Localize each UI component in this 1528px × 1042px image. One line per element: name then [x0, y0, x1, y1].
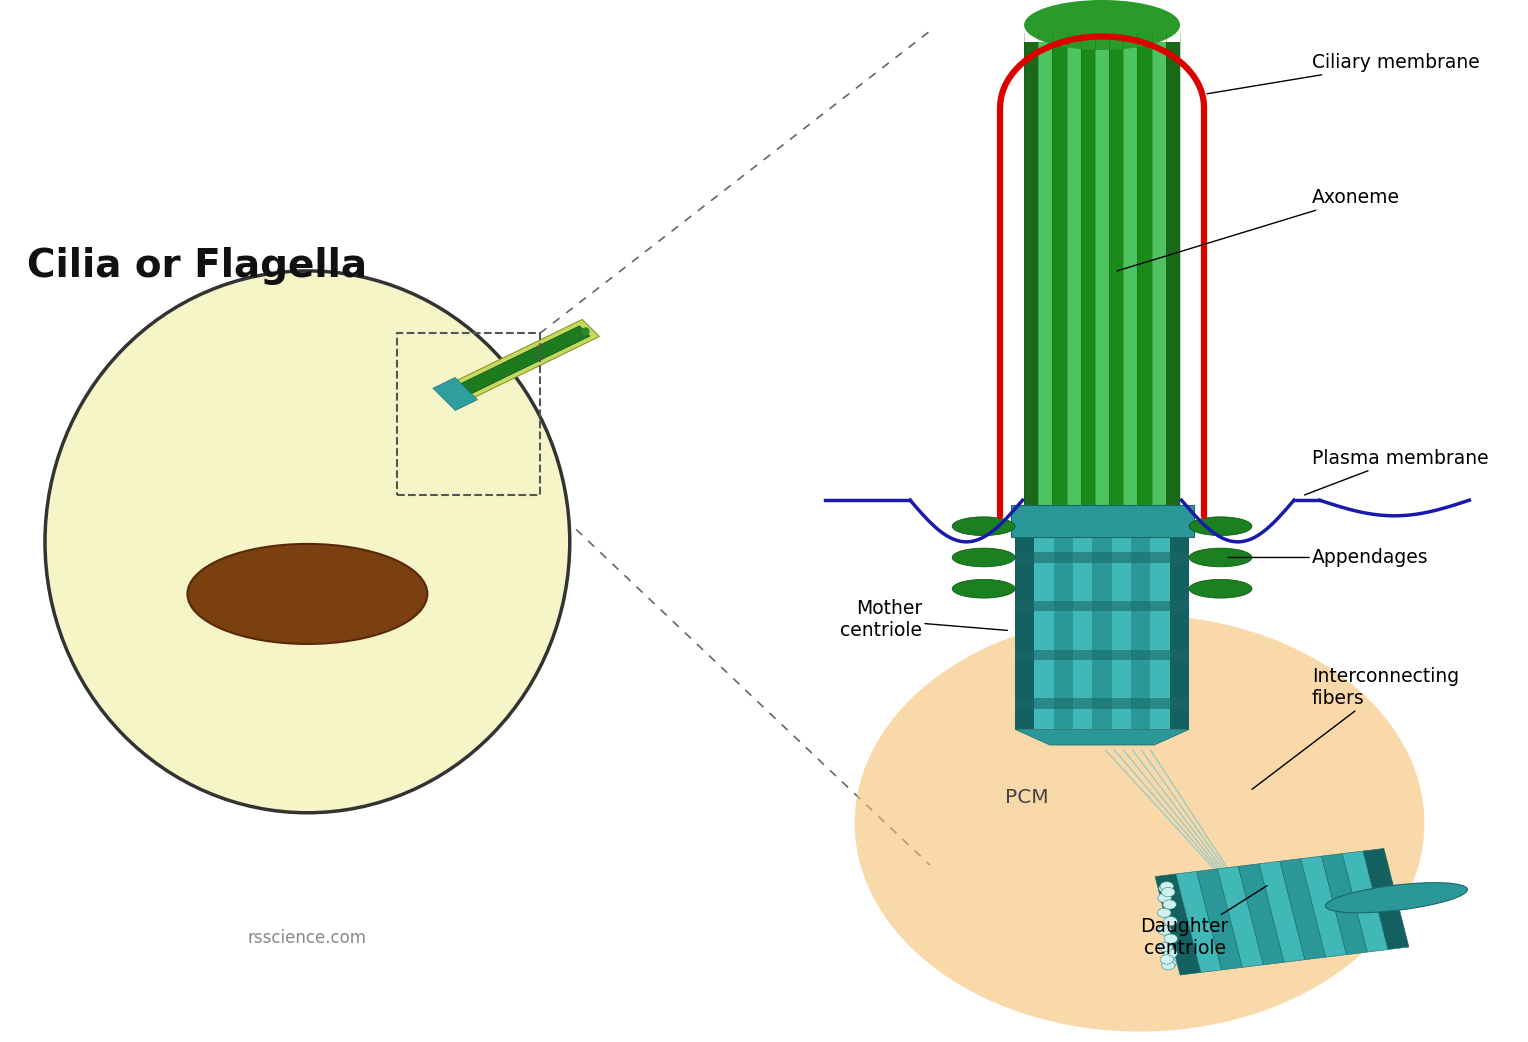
Bar [1109, 42, 1123, 505]
Polygon shape [1218, 866, 1264, 967]
Ellipse shape [1161, 888, 1175, 897]
Bar [1166, 42, 1180, 505]
Text: Axoneme: Axoneme [1117, 189, 1400, 271]
Text: Appendages: Appendages [1229, 548, 1429, 567]
Polygon shape [448, 320, 599, 402]
Polygon shape [1259, 862, 1305, 962]
Bar [1015, 601, 1189, 612]
Ellipse shape [1158, 925, 1172, 935]
Polygon shape [457, 326, 590, 396]
Polygon shape [1300, 857, 1346, 958]
Ellipse shape [1161, 961, 1175, 970]
Text: PCM: PCM [1005, 788, 1048, 807]
Bar [1015, 552, 1189, 563]
Bar [1093, 537, 1112, 729]
Polygon shape [1342, 851, 1387, 952]
Polygon shape [1238, 864, 1284, 965]
Text: Daughter
centriole: Daughter centriole [1140, 886, 1267, 959]
Bar [1151, 537, 1170, 729]
Bar [1038, 42, 1053, 505]
Polygon shape [1196, 869, 1242, 970]
Ellipse shape [1024, 0, 1180, 50]
Bar [1137, 42, 1152, 505]
Ellipse shape [952, 548, 1015, 567]
Text: Cilia or Flagella: Cilia or Flagella [28, 247, 367, 284]
Bar [1170, 537, 1189, 729]
Ellipse shape [1160, 954, 1174, 964]
Bar [1024, 42, 1038, 505]
Bar [1152, 42, 1166, 505]
Ellipse shape [854, 615, 1424, 1032]
Ellipse shape [188, 544, 428, 644]
Text: Interconnecting
fibers: Interconnecting fibers [1251, 667, 1459, 790]
Polygon shape [1322, 853, 1368, 954]
Polygon shape [432, 377, 477, 411]
Ellipse shape [952, 579, 1015, 598]
Polygon shape [1280, 859, 1326, 960]
Ellipse shape [1164, 934, 1178, 943]
Bar [1015, 649, 1189, 660]
Text: Plasma membrane: Plasma membrane [1305, 449, 1488, 495]
Bar [1073, 537, 1093, 729]
Ellipse shape [952, 517, 1015, 536]
Bar [1034, 537, 1054, 729]
Polygon shape [1177, 871, 1222, 972]
Ellipse shape [1158, 909, 1170, 918]
Bar [1112, 537, 1131, 729]
Bar [1096, 42, 1109, 505]
Ellipse shape [1158, 942, 1172, 951]
Ellipse shape [1158, 893, 1172, 902]
Bar [1080, 42, 1096, 505]
Polygon shape [1015, 729, 1189, 745]
Text: Ciliary membrane: Ciliary membrane [1207, 53, 1479, 94]
Bar [1123, 42, 1137, 505]
Bar [397, 333, 539, 495]
Polygon shape [1155, 874, 1201, 975]
Ellipse shape [1189, 548, 1251, 567]
Text: Mother
centriole: Mother centriole [840, 599, 1007, 641]
Ellipse shape [1158, 884, 1172, 893]
Ellipse shape [1163, 900, 1177, 910]
Ellipse shape [1163, 959, 1177, 968]
Bar [1015, 537, 1034, 729]
Ellipse shape [1160, 882, 1174, 891]
Bar [1131, 537, 1151, 729]
Ellipse shape [1189, 517, 1251, 536]
Ellipse shape [1189, 579, 1251, 598]
Ellipse shape [44, 271, 570, 813]
Bar [1015, 698, 1189, 709]
Bar [1054, 537, 1073, 729]
Bar [1053, 42, 1067, 505]
Ellipse shape [1164, 917, 1177, 926]
Bar [1067, 42, 1080, 505]
Polygon shape [1363, 848, 1409, 949]
Bar [1010, 505, 1193, 537]
Text: rsscience.com: rsscience.com [248, 928, 367, 947]
Ellipse shape [1325, 883, 1467, 913]
Ellipse shape [1164, 949, 1177, 959]
